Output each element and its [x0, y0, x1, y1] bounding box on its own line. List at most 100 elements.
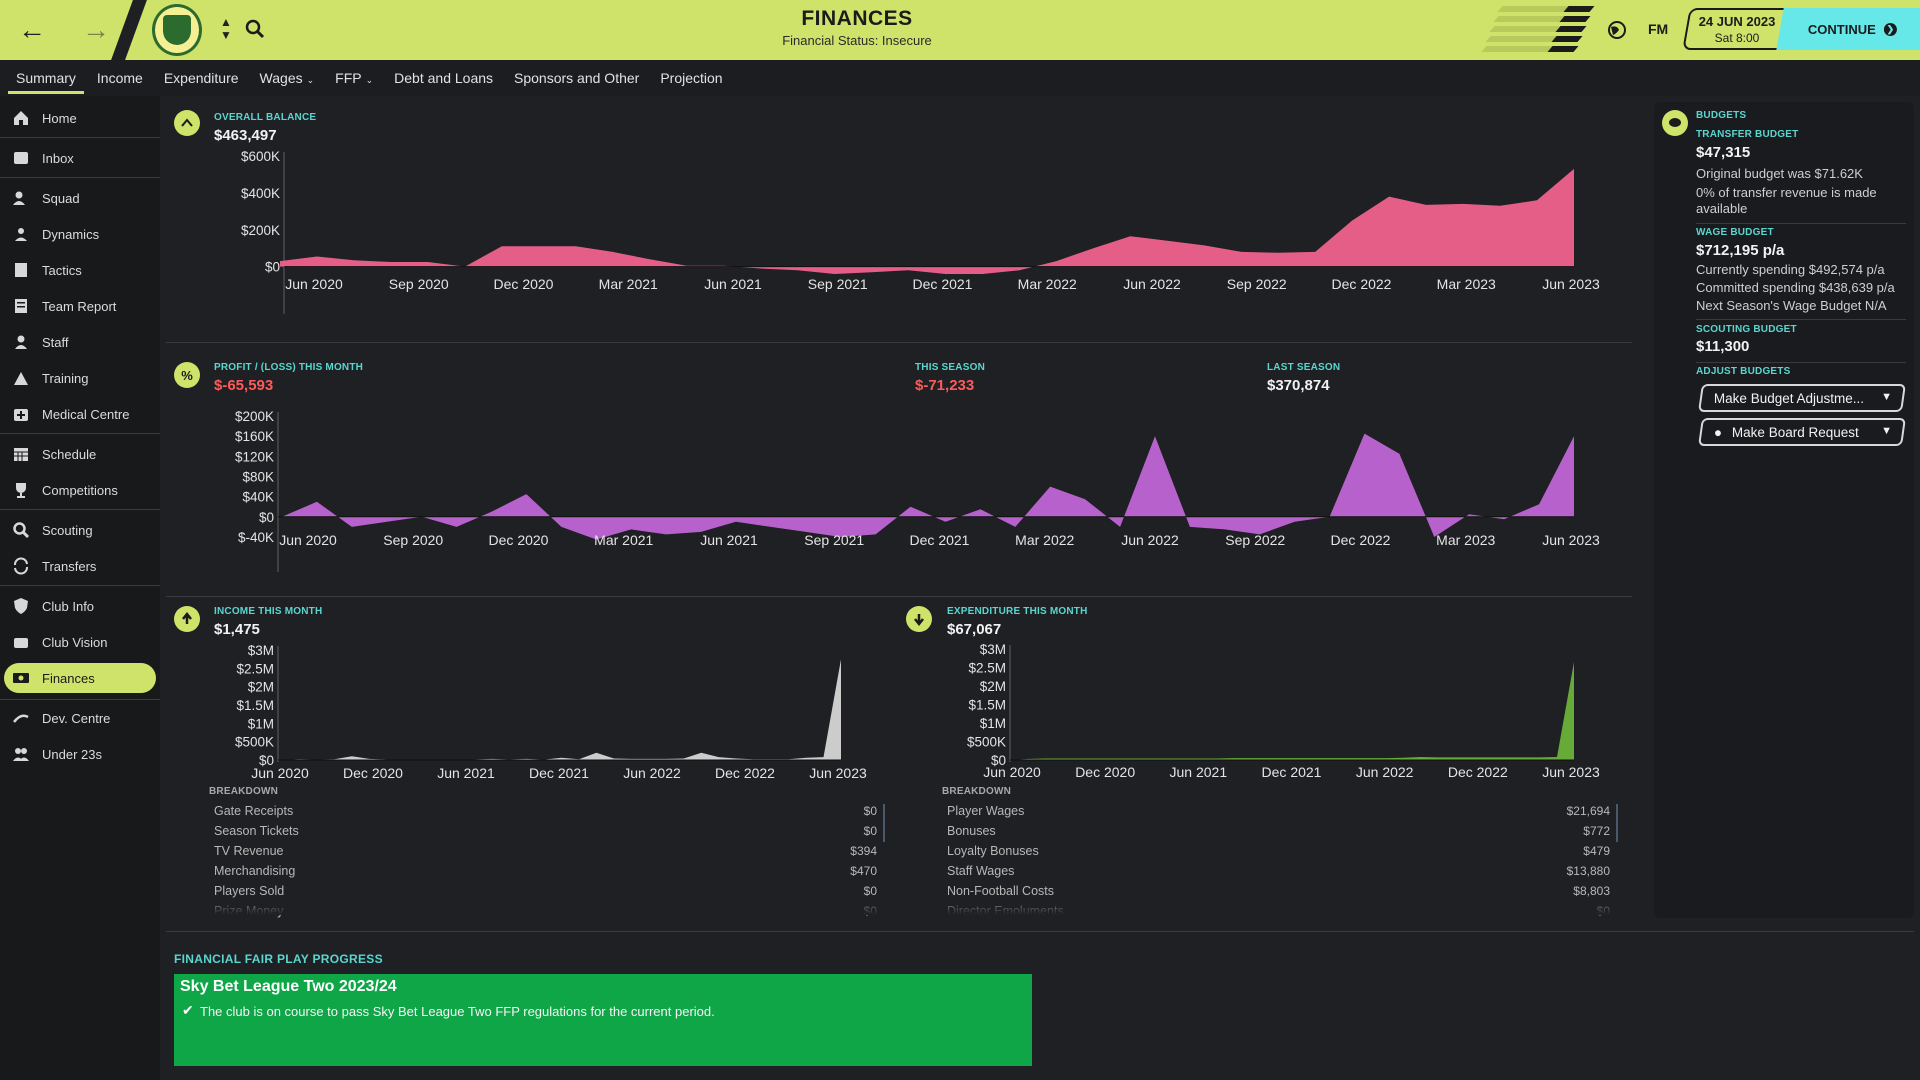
profit-label: PROFIT / (LOSS) THIS MONTH	[214, 362, 364, 373]
chevron-down-icon: ▼	[1881, 425, 1893, 437]
expenditure-breakdown-value: $21,694	[1566, 804, 1610, 818]
chevron-down-icon: ⌄	[306, 75, 315, 85]
sidebar-item-staff[interactable]: Staff	[4, 327, 156, 357]
sidebar-item-club-info[interactable]: Club Info	[4, 591, 156, 621]
y-tick-label: $1.5M	[968, 698, 1006, 713]
y-tick-label: $-40K	[238, 530, 274, 545]
club-crest-icon[interactable]	[152, 4, 202, 56]
x-tick-label: Jun 2023	[1542, 532, 1600, 548]
income-scrollbar[interactable]	[883, 804, 885, 842]
y-tick-label: $500K	[967, 735, 1006, 750]
divider	[166, 342, 1632, 343]
x-tick-label: Dec 2021	[1262, 764, 1322, 780]
income-breakdown-name: Gate Receipts	[214, 804, 294, 818]
income-breakdown-label: BREAKDOWN	[209, 786, 279, 797]
tab-sponsors-and-other[interactable]: Sponsors and Other	[514, 70, 640, 86]
expenditure-scrollbar[interactable]	[1616, 804, 1618, 842]
expenditure-breakdown-value: $13,880	[1566, 864, 1610, 878]
tab-ffp[interactable]: FFP ⌄	[335, 70, 374, 86]
tab-summary[interactable]: Summary	[8, 60, 84, 96]
x-tick-label: Dec 2021	[913, 276, 973, 292]
fade	[932, 895, 1622, 915]
under23-icon	[13, 748, 29, 761]
scouting-budget-label: SCOUTING BUDGET	[1696, 324, 1797, 335]
y-tick-label: $200K	[241, 223, 280, 238]
transfer-revenue-note: 0% of transfer revenue is made	[1696, 185, 1877, 200]
last-season-value: $370,874	[1267, 377, 1330, 394]
x-tick-label: Dec 2020	[489, 532, 549, 548]
profit-chart: $200K $160K $120K $80K $40K $0 $-40K Jun 2020 Se…	[235, 409, 1600, 572]
sidebar-item-tactics[interactable]: Tactics	[4, 255, 156, 285]
sidebar-item-squad[interactable]: Squad	[4, 183, 156, 213]
page-title: FINANCES	[801, 7, 913, 30]
sidebar-item-scouting[interactable]: Scouting	[4, 515, 156, 545]
x-tick-label: Jun 2020	[285, 276, 343, 292]
top-bar: ← → ▲ ▼ FINANCES Financial Status: Insecu…	[0, 0, 1920, 60]
x-tick-label: Jun 2020	[279, 532, 337, 548]
income-breakdown-name: TV Revenue	[214, 844, 284, 858]
wage-next-season-note: Next Season's Wage Budget N/A	[1696, 298, 1887, 313]
area-series	[280, 168, 1574, 274]
sidebar-item-training[interactable]: Training	[4, 363, 156, 393]
tab-wages[interactable]: Wages ⌄	[259, 70, 315, 86]
sidebar-item-competitions[interactable]: Competitions	[4, 475, 156, 505]
tab-expenditure[interactable]: Expenditure	[163, 70, 239, 86]
vision-icon	[14, 638, 28, 648]
wage-budget-value: $712,195 p/a	[1696, 242, 1785, 259]
search-icon[interactable]	[244, 18, 266, 40]
speech-bubble-icon: ●	[1713, 425, 1723, 440]
continue-button[interactable]: CONTINUE ❯	[1776, 8, 1920, 50]
income-breakdown-value: $0	[863, 824, 877, 838]
report-icon	[15, 299, 27, 313]
sidebar-item-dev-centre[interactable]: Dev. Centre	[4, 703, 156, 733]
sidebar-item-dynamics[interactable]: Dynamics	[4, 219, 156, 249]
x-tick-label: Jun 2022	[1356, 764, 1414, 780]
sidebar-item-medical-centre[interactable]: Medical Centre	[4, 399, 156, 429]
medical-icon	[14, 409, 28, 421]
globe-icon[interactable]	[1606, 19, 1628, 41]
make-budget-adjustment-button[interactable]: Make Budget Adjustme... ▼	[1698, 384, 1906, 412]
sidebar-item-club-vision[interactable]: Club Vision	[4, 627, 156, 657]
x-tick-label: Jun 2020	[251, 765, 309, 781]
x-tick-label: Sep 2021	[808, 276, 868, 292]
financial-status: Financial Status: Insecure	[782, 33, 932, 48]
current-time: Sat 8:00	[1714, 31, 1760, 45]
sidebar-item-finances[interactable]: Finances	[4, 663, 156, 693]
y-tick-label: $1.5M	[236, 698, 274, 713]
y-tick-label: $1M	[248, 716, 274, 731]
expenditure-down-icon	[906, 606, 932, 632]
expenditure-label: EXPENDITURE THIS MONTH	[947, 606, 1088, 617]
sidebar-item-transfers[interactable]: Transfers	[4, 551, 156, 581]
make-board-request-button[interactable]: ● Make Board Request ▼	[1698, 418, 1906, 446]
x-tick-label: Sep 2022	[1225, 532, 1285, 548]
budgets-panel: BUDGETS TRANSFER BUDGET $47,315 Original…	[1654, 102, 1914, 918]
club-switch-icon[interactable]: ▲ ▼	[220, 15, 232, 42]
check-icon: ✔	[182, 1002, 194, 1018]
percent-icon: %	[174, 362, 200, 388]
sidebar-item-under-23s[interactable]: Under 23s	[4, 739, 156, 769]
tab-projection[interactable]: Projection	[660, 70, 723, 86]
x-tick-label: Mar 2023	[1437, 276, 1496, 292]
expenditure-breakdown-value: $8,803	[1573, 884, 1610, 898]
back-arrow-icon[interactable]: ←	[18, 14, 46, 45]
y-tick-label: $1M	[980, 716, 1006, 731]
x-tick-label: Dec 2022	[715, 765, 775, 781]
income-breakdown-name: Merchandising	[214, 864, 296, 878]
income-value: $1,475	[214, 621, 260, 638]
sidebar-item-schedule[interactable]: Schedule	[4, 439, 156, 469]
sidebar-item-home[interactable]: Home	[4, 103, 156, 133]
x-tick-label: Sep 2020	[383, 532, 443, 548]
training-icon	[14, 372, 28, 385]
tab-debt-and-loans[interactable]: Debt and Loans	[394, 70, 494, 86]
income-breakdown-name: Season Tickets	[214, 824, 299, 838]
y-tick-label: $40K	[242, 490, 274, 505]
fm-menu[interactable]: FM	[1648, 21, 1669, 37]
x-tick-label: Jun 2022	[1123, 276, 1181, 292]
transfer-revenue-note-2: available	[1696, 201, 1748, 216]
shield-icon	[14, 598, 28, 614]
tab-income[interactable]: Income	[96, 70, 143, 86]
forward-arrow-icon[interactable]: →	[82, 14, 110, 45]
sidebar-item-team-report[interactable]: Team Report	[4, 291, 156, 321]
sidebar-item-inbox[interactable]: Inbox	[4, 143, 156, 173]
